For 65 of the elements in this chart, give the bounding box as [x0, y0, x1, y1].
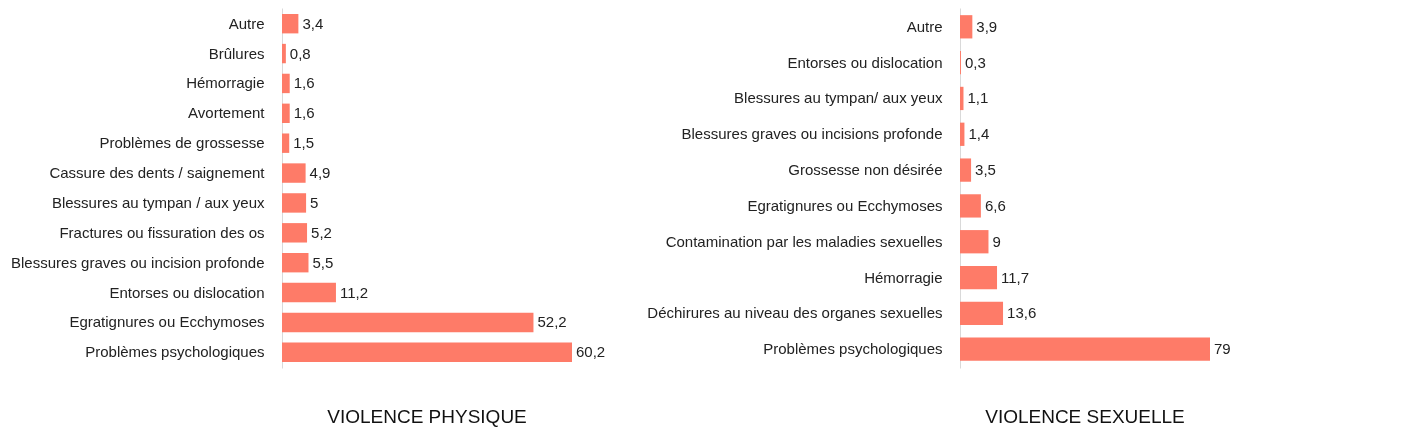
- y-tick-label: Avortement: [188, 104, 266, 122]
- data-label: 4,9: [309, 164, 331, 182]
- data-label: 1,4: [968, 125, 990, 143]
- data-label: 1,1: [967, 89, 989, 107]
- y-tick-label: Entorses ou dislocation: [109, 283, 265, 301]
- data-label: 5: [310, 193, 319, 211]
- y-tick-label: Cassure des dents / saignement: [49, 164, 266, 182]
- data-label: 11,7: [1001, 268, 1030, 286]
- bar: [960, 337, 1210, 361]
- y-tick-label: Blessures graves ou incision profonde: [11, 253, 265, 271]
- bar: [282, 103, 290, 124]
- data-label: 52,2: [537, 313, 567, 331]
- data-label: 0,8: [289, 44, 311, 62]
- y-tick-label: Hémorragie: [864, 268, 943, 286]
- bar: [282, 223, 308, 243]
- y-tick-label: Egratignures ou Ecchymoses: [747, 196, 943, 214]
- data-label: 5,5: [312, 253, 334, 271]
- data-label: 11,2: [339, 283, 369, 301]
- bar: [282, 73, 290, 94]
- bar: [960, 194, 981, 218]
- y-tick-label: Contamination par les maladies sexuelles: [665, 232, 943, 250]
- y-tick-label: Problèmes psychologiques: [763, 340, 943, 358]
- y-tick-label: Blessures graves ou incisions profonde: [681, 125, 943, 143]
- y-tick-label: Déchirures au niveau des organes sexuelles: [647, 304, 943, 322]
- y-tick-label: Fractures ou fissuration des os: [59, 223, 265, 241]
- text: VIOLENCE SEXUELLE: [985, 406, 1185, 427]
- data-label: 60,2: [576, 343, 606, 361]
- bar: [282, 282, 336, 303]
- data-label: 3,9: [976, 17, 998, 35]
- text: VIOLENCE PHYSIQUE: [327, 406, 527, 427]
- y-tick-label: Brûlures: [208, 44, 265, 62]
- y-tick-label: Grossesse non désirée: [788, 161, 943, 179]
- data-label: 6,6: [984, 196, 1006, 214]
- data-label: 13,6: [1007, 304, 1037, 322]
- bar: [960, 15, 973, 39]
- y-tick-label: Blessures au tympan/ aux yeux: [734, 89, 943, 107]
- bar: [282, 163, 306, 183]
- bar: [282, 342, 572, 363]
- bar: [960, 230, 989, 254]
- y-tick-label: Entorses ou dislocation: [787, 53, 943, 71]
- y-tick-label: Egratignures ou Ecchymoses: [69, 313, 265, 331]
- bar: [282, 13, 299, 34]
- data-label: 1,6: [293, 104, 315, 122]
- y-tick-label: Autre: [906, 17, 943, 35]
- bar: [282, 312, 534, 333]
- y-tick-label: Problèmes psychologiques: [85, 343, 265, 361]
- bar: [960, 265, 998, 290]
- y-tick-label: Autre: [228, 14, 265, 32]
- data-label: 9: [992, 232, 1001, 250]
- data-label: 79: [1214, 340, 1231, 358]
- y-tick-label: Hémorragie: [186, 74, 265, 92]
- data-label: 3,4: [302, 14, 324, 32]
- data-label: 3,5: [975, 161, 996, 179]
- bar: [282, 133, 290, 153]
- y-tick-label: Problèmes de grossesse: [99, 134, 265, 152]
- data-label: 0,3: [964, 53, 986, 71]
- bar: [282, 193, 307, 213]
- bar: [282, 252, 309, 273]
- bar: [960, 158, 972, 182]
- data-label: 5,2: [311, 223, 332, 241]
- data-label: 1,5: [293, 134, 315, 152]
- bar: [282, 43, 286, 64]
- bar: [960, 301, 1004, 326]
- data-label: 1,6: [293, 74, 315, 92]
- y-tick-label: Blessures au tympan / aux yeux: [51, 193, 265, 211]
